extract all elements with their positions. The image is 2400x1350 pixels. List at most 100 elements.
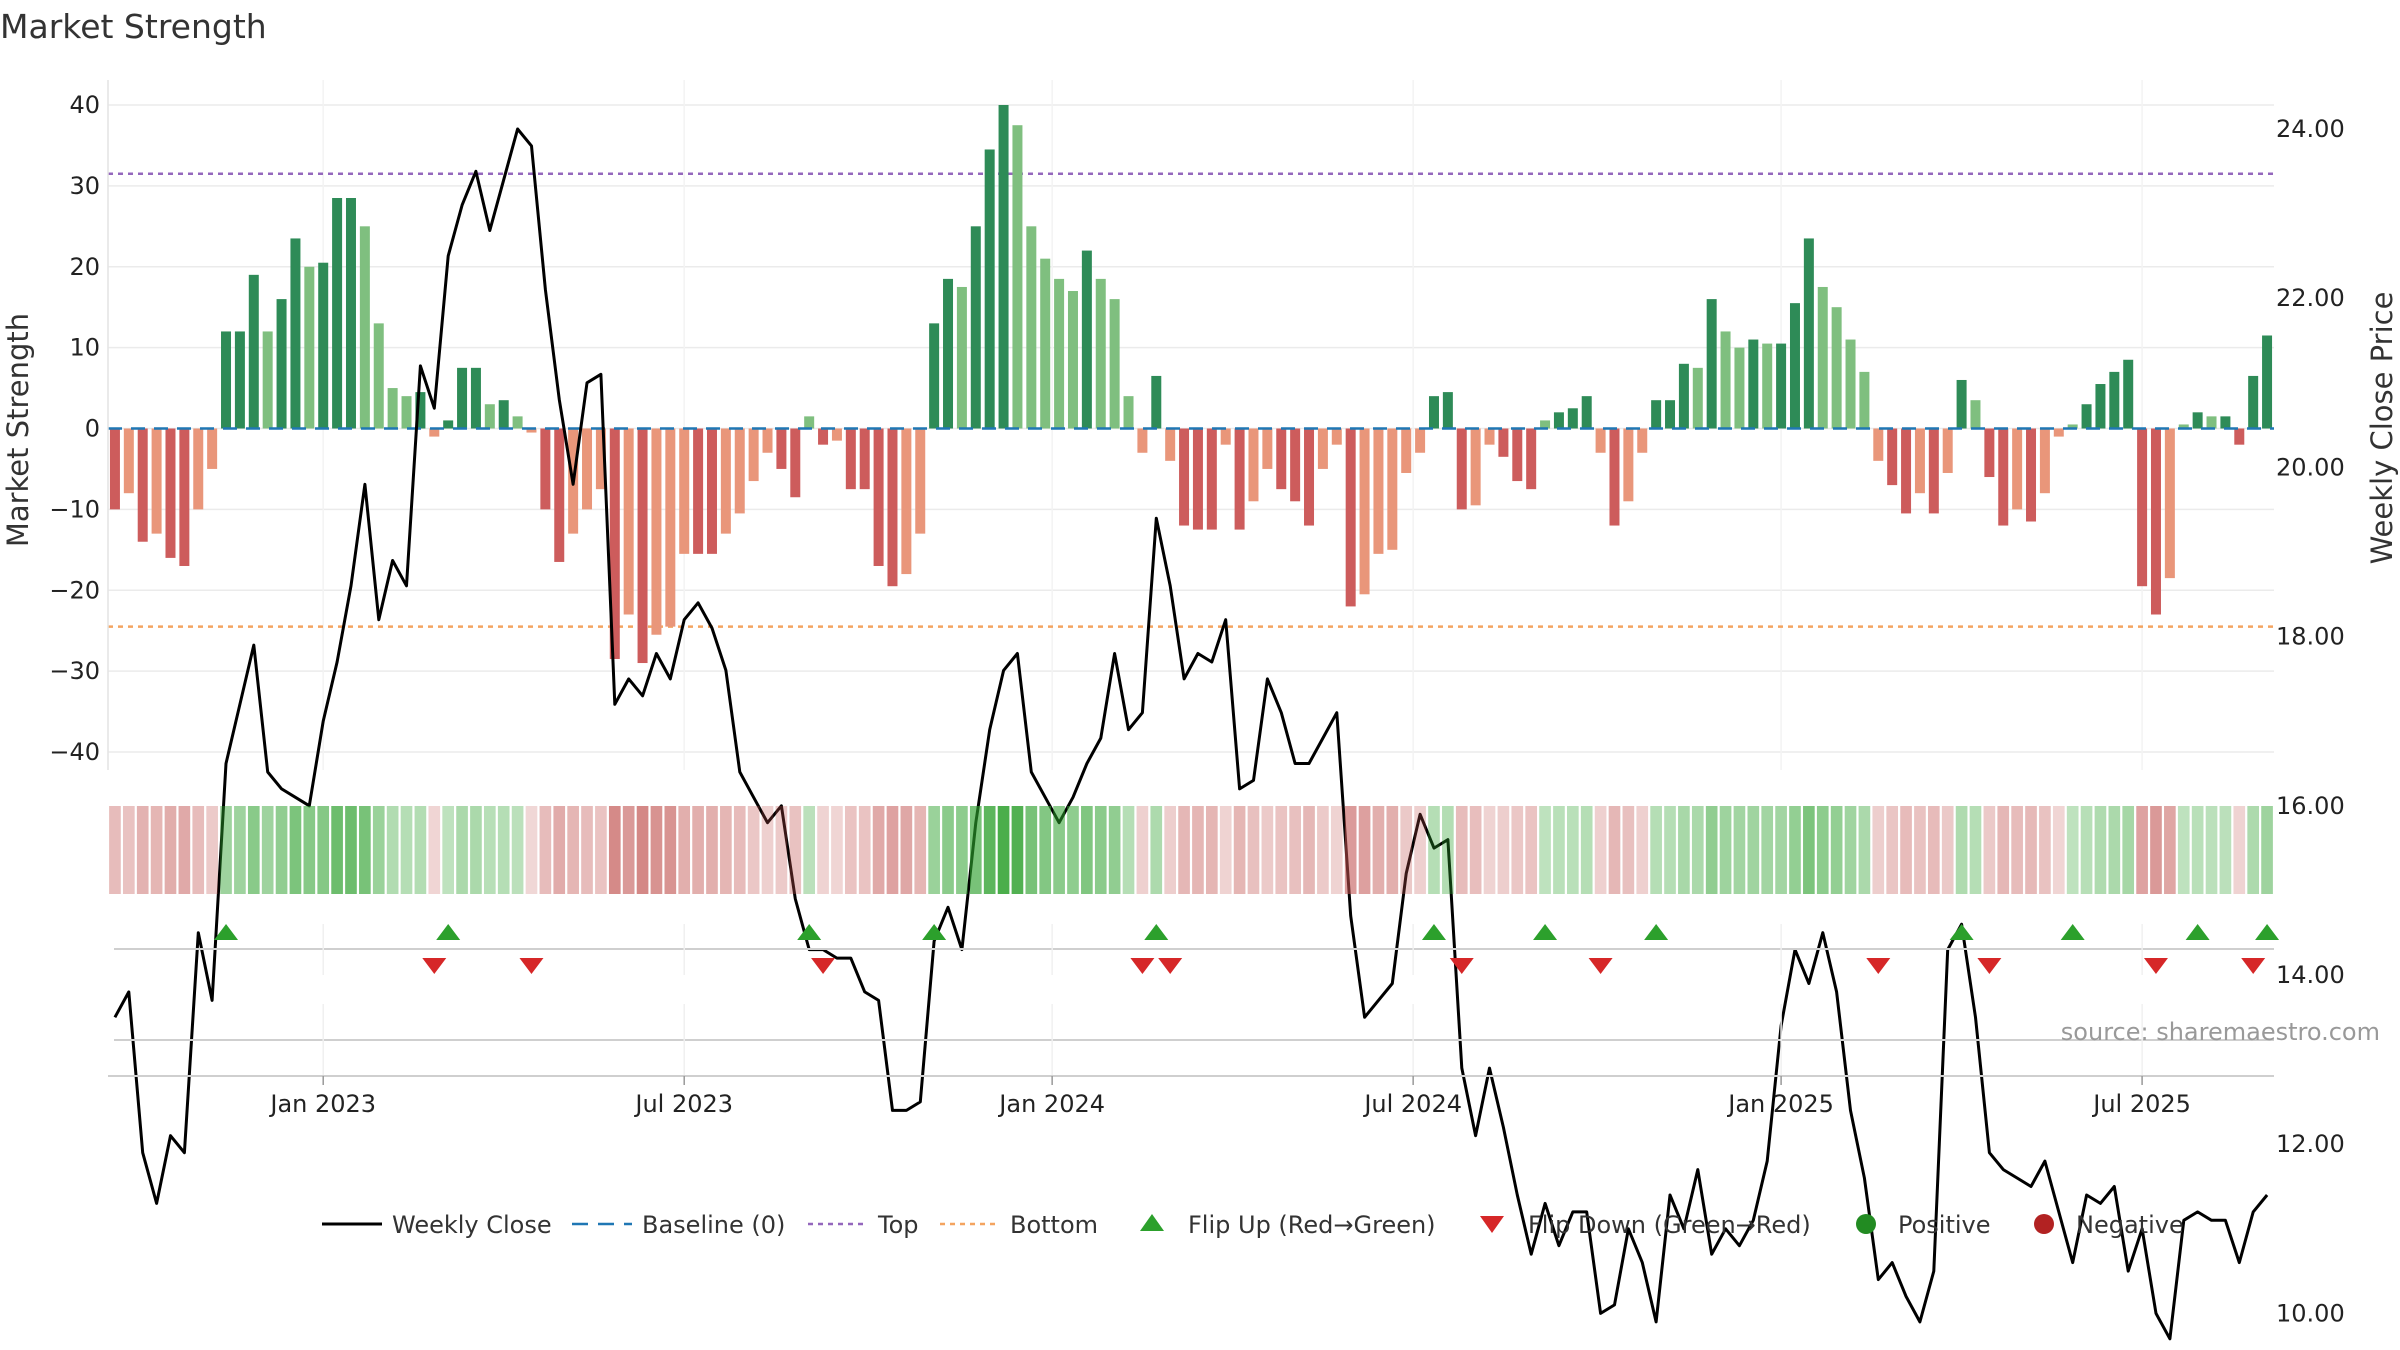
strip-cell — [2219, 806, 2232, 894]
strength-bar — [526, 428, 537, 433]
strip-cell — [470, 806, 482, 894]
strength-bar — [2262, 335, 2273, 429]
x-tick-label: Jul 2023 — [633, 1090, 733, 1118]
strip-cell — [2108, 806, 2121, 894]
strip-cell — [1400, 806, 1413, 894]
strength-bar — [234, 331, 245, 429]
legend-item: Top — [808, 1211, 919, 1239]
strip-cell — [969, 806, 982, 894]
strength-bar — [1401, 428, 1412, 473]
strip-cell — [331, 806, 343, 894]
strip-cell — [386, 806, 399, 894]
strength-bar — [207, 428, 218, 469]
strength-bar — [1845, 339, 1856, 429]
strip-cell — [497, 806, 510, 894]
strip-cell — [1650, 806, 1662, 894]
strength-bar — [734, 428, 745, 514]
strip-cell — [942, 806, 954, 894]
strip-cell — [1317, 806, 1329, 894]
chart-title: Market Strength — [0, 7, 267, 46]
strength-bar — [1317, 428, 1328, 469]
strength-bar — [1526, 428, 1537, 490]
y-right-tick-label: 14.00 — [2276, 961, 2345, 989]
strength-bar — [2206, 416, 2217, 429]
strength-bar — [1387, 428, 1398, 550]
strength-bar — [984, 149, 995, 429]
legend-label: Flip Up (Red→Green) — [1188, 1211, 1436, 1239]
strip-cell — [1469, 806, 1482, 894]
strip-cell — [2164, 806, 2176, 894]
strength-bar — [1151, 375, 1162, 429]
strength-bar — [109, 428, 120, 510]
strip-cell — [872, 806, 885, 894]
strip-cell — [2150, 806, 2162, 894]
strength-bar — [1540, 420, 1551, 429]
strength-bar — [498, 400, 509, 429]
strip-cell — [206, 806, 218, 894]
strength-bar — [1498, 428, 1509, 457]
y-axis-left-label: Market Strength — [1, 313, 35, 547]
strip-cell — [247, 806, 260, 894]
strength-bar — [276, 299, 287, 429]
strength-bar — [762, 428, 773, 453]
strength-bar — [318, 262, 329, 429]
strength-bar — [2248, 375, 2259, 429]
strength-bar — [887, 428, 898, 587]
strength-bar — [1026, 226, 1037, 429]
strip-cell — [1372, 806, 1385, 894]
strip-cell — [1844, 806, 1857, 894]
strip-cell — [1039, 806, 1052, 894]
strip-cell — [1067, 806, 1079, 894]
strip-cell — [803, 806, 816, 894]
flip-down-marker — [1977, 958, 2002, 974]
strength-bar — [1276, 428, 1287, 490]
strength-bar — [595, 428, 606, 490]
flip-up-marker — [1644, 924, 1669, 940]
strip-cell — [622, 806, 635, 894]
legend-label: Positive — [1898, 1211, 1991, 1239]
strength-bar — [470, 367, 481, 429]
strip-cell — [956, 806, 968, 894]
strip-cell — [275, 806, 288, 894]
strip-cell — [317, 806, 330, 894]
flip-up-marker — [922, 924, 947, 940]
strip-cell — [164, 806, 177, 894]
strip-cell — [1622, 806, 1635, 894]
strength-bar — [290, 238, 301, 429]
legend-label: Negative — [2076, 1211, 2184, 1239]
strip-cell — [1719, 806, 1732, 894]
strength-bar — [554, 428, 565, 562]
strip-cell — [345, 806, 357, 894]
strength-bar — [1748, 339, 1759, 429]
flip-up-marker — [1144, 924, 1169, 940]
strength-bar — [540, 428, 551, 510]
strip-cell — [2025, 806, 2037, 894]
strip-cell — [664, 806, 677, 894]
strip-cell — [2261, 806, 2273, 894]
x-axis-ticks: Jan 2023 Jul 2023 Jan 2024 Jul 2024 Jan 2025… — [268, 1076, 2191, 1118]
strength-bar — [1484, 428, 1495, 445]
strip-cell — [581, 806, 593, 894]
strength-bar — [2026, 428, 2037, 522]
strip-cell — [483, 806, 496, 894]
y-left-tick-label: −40 — [49, 738, 100, 766]
y-right-tick-label: 20.00 — [2276, 453, 2345, 481]
strength-bar — [1859, 371, 1870, 429]
strip-cell — [289, 806, 302, 894]
y-right-tick-label: 18.00 — [2276, 623, 2345, 651]
strip-cell — [1858, 806, 1871, 894]
strip-cell — [747, 806, 760, 894]
flip-up-marker — [2255, 924, 2280, 940]
strength-bar — [1984, 428, 1995, 478]
strip-cell — [303, 806, 316, 894]
strip-cell — [997, 806, 1010, 894]
strength-bar — [1942, 428, 1953, 473]
strip-cell — [595, 806, 607, 894]
strip-cell — [1428, 806, 1440, 894]
y-left-tick-label: 10 — [69, 334, 100, 362]
strip-cell — [1830, 806, 1843, 894]
legend-label: Top — [877, 1211, 919, 1239]
strength-bar — [137, 428, 148, 542]
flip-up-marker — [797, 924, 822, 940]
strip-cell — [720, 806, 732, 894]
